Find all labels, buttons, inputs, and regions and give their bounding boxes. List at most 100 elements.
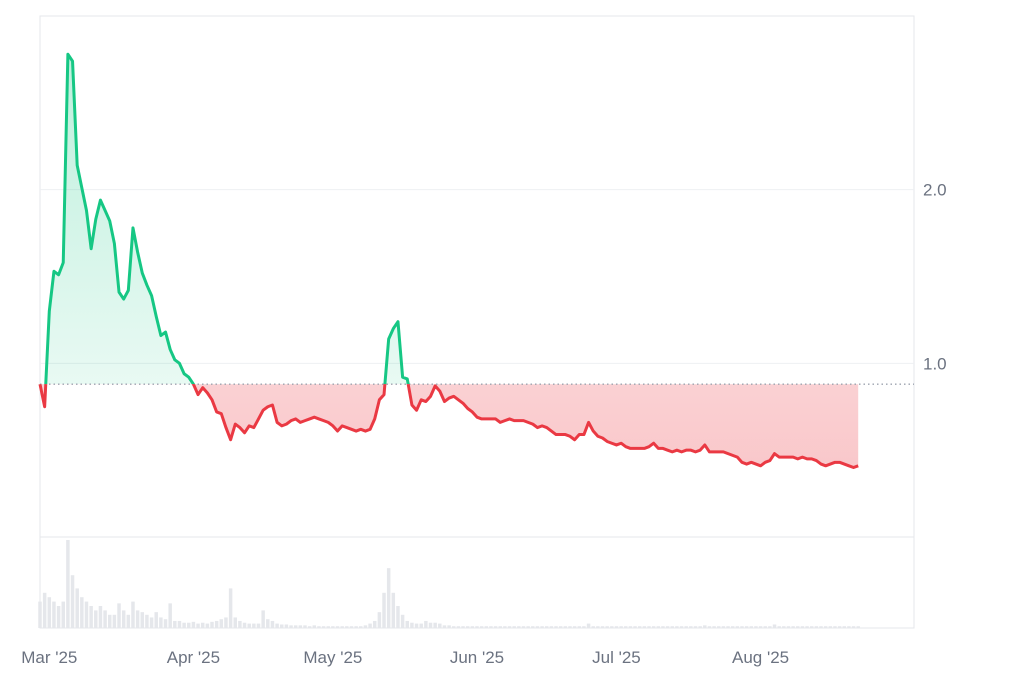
volume-bar xyxy=(233,617,237,628)
volume-bar xyxy=(517,626,521,628)
volume-bar xyxy=(493,626,498,628)
series-line-up xyxy=(39,52,410,385)
volume-bar xyxy=(98,606,103,628)
volume-bar xyxy=(238,620,242,628)
volume-bar xyxy=(544,626,549,628)
price-line xyxy=(38,52,914,470)
volume-bar xyxy=(828,626,833,628)
volume-bar xyxy=(145,614,149,628)
volume-bar xyxy=(187,622,191,628)
volume-bar xyxy=(726,626,730,628)
volume-bar xyxy=(70,575,75,628)
volume-bar xyxy=(340,626,344,628)
volume-bar xyxy=(210,621,214,628)
x-tick-label: Aug '25 xyxy=(732,648,789,667)
volume-bar xyxy=(38,601,42,628)
volume-bar xyxy=(196,623,200,628)
volume-bar xyxy=(637,626,642,628)
volume-bar xyxy=(103,610,107,628)
volume-bar xyxy=(80,597,84,628)
volume-bar xyxy=(317,626,321,628)
volume-bar xyxy=(791,626,795,628)
volume-bar xyxy=(121,610,126,628)
volume-bar xyxy=(149,617,154,628)
volume-bar xyxy=(591,626,595,628)
volume-bar xyxy=(796,626,800,628)
volume-bar xyxy=(349,626,354,628)
volume-bar xyxy=(526,626,530,628)
volume-bar xyxy=(386,568,391,628)
volume-bar xyxy=(173,620,177,628)
volume-bar xyxy=(400,614,405,628)
volume-bar xyxy=(159,617,163,628)
volume-bar xyxy=(531,626,535,628)
volume-bar xyxy=(131,601,135,628)
volume-bar xyxy=(465,626,470,628)
volume-bar xyxy=(126,614,131,628)
volume-bar xyxy=(614,626,619,628)
volume-bar xyxy=(777,626,781,628)
volume-bar xyxy=(372,620,377,628)
volume-bar xyxy=(661,626,665,628)
volume-bar xyxy=(242,622,247,628)
volume-bar xyxy=(647,626,651,628)
volume-bar xyxy=(303,625,307,628)
volume-bar xyxy=(735,626,740,628)
volume-bars xyxy=(38,540,860,628)
volume-bar xyxy=(498,626,502,628)
volume-bar xyxy=(205,623,210,628)
volume-bar xyxy=(856,626,860,628)
volume-bar xyxy=(814,626,819,628)
volume-bar xyxy=(359,626,363,628)
volume-bar xyxy=(819,626,823,628)
volume-bar xyxy=(191,621,196,628)
volume-bar xyxy=(135,610,140,628)
volume-bar xyxy=(772,624,777,628)
volume-bar xyxy=(228,588,233,628)
volume-bar xyxy=(600,626,605,628)
y-axis-ticks: 2.0 1.0 xyxy=(923,181,947,374)
volume-bar xyxy=(782,626,786,628)
volume-bar xyxy=(428,622,433,628)
volume-bar xyxy=(326,626,330,628)
volume-bar xyxy=(354,626,358,628)
volume-bar xyxy=(293,625,298,628)
volume-bar xyxy=(275,623,279,628)
volume-bar xyxy=(628,626,633,628)
y-tick-label: 1.0 xyxy=(923,354,947,373)
volume-bar xyxy=(424,620,428,628)
volume-bar xyxy=(749,626,754,628)
volume-bar xyxy=(679,626,684,628)
volume-bar xyxy=(382,592,386,628)
volume-bar xyxy=(754,626,758,628)
volume-bar xyxy=(786,626,791,628)
volume-bar xyxy=(419,623,423,628)
volume-bar xyxy=(619,626,623,628)
volume-bar xyxy=(651,626,656,628)
volume-bar xyxy=(266,619,270,628)
volume-bar xyxy=(89,606,93,628)
volume-bar xyxy=(833,626,837,628)
volume-bar xyxy=(703,625,707,628)
volume-bar xyxy=(61,601,65,628)
volume-bar xyxy=(75,588,79,628)
volume-bar xyxy=(484,626,489,628)
volume-bar xyxy=(56,606,61,628)
volume-bar xyxy=(270,620,275,628)
volume-bar xyxy=(312,625,317,628)
volume-bar xyxy=(684,626,688,628)
volume-bar xyxy=(605,626,609,628)
volume-bar xyxy=(675,626,679,628)
volume-bar xyxy=(433,622,437,628)
volume-bar xyxy=(107,614,112,628)
volume-bar xyxy=(740,626,744,628)
volume-bar xyxy=(461,626,465,628)
volume-bar xyxy=(335,626,340,628)
x-tick-label: Jul '25 xyxy=(592,648,641,667)
volume-bar xyxy=(563,626,568,628)
volume-bar xyxy=(405,620,410,628)
volume-bar xyxy=(851,626,856,628)
volume-bar xyxy=(168,603,172,628)
x-tick-label: Apr '25 xyxy=(167,648,220,667)
